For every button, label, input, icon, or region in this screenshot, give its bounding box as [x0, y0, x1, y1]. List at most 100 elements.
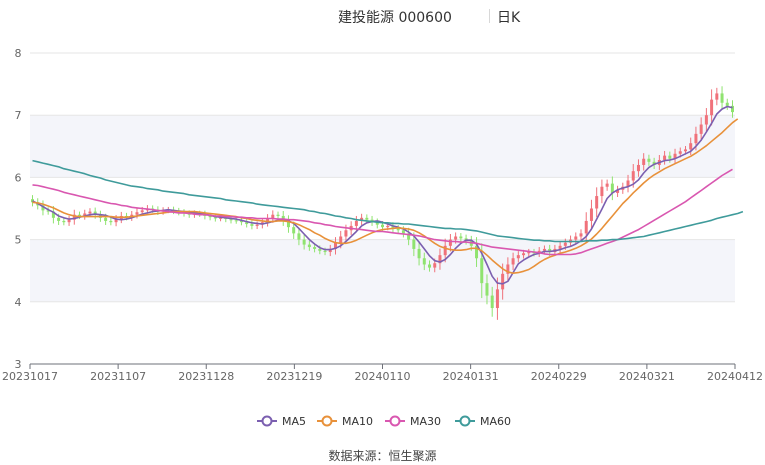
candle-body	[663, 155, 667, 160]
candle-body	[668, 155, 672, 159]
candle-body	[689, 143, 693, 150]
candle-body	[276, 214, 280, 216]
chart-header: 建投能源 000600 日K	[0, 4, 765, 26]
legend-marker	[459, 415, 471, 427]
candle-body	[307, 244, 311, 248]
candle-body	[506, 264, 510, 274]
candle-body	[46, 210, 50, 212]
candle-body	[454, 236, 458, 240]
candle-body	[485, 283, 489, 296]
legend-item-ma30[interactable]: MA30	[385, 415, 441, 428]
candle-body	[365, 217, 369, 220]
data-source: 数据来源：恒生聚源	[0, 447, 765, 464]
y-tick-label: 5	[15, 234, 22, 247]
candle-body	[480, 258, 484, 284]
candle-body	[213, 217, 217, 219]
header-divider	[489, 9, 490, 23]
candle-body	[558, 245, 562, 249]
candle-body	[386, 225, 390, 228]
candle-body	[31, 199, 34, 203]
candle-body	[62, 220, 66, 223]
candle-body	[699, 124, 703, 134]
candle-body	[527, 252, 531, 254]
legend-item-ma60[interactable]: MA60	[455, 415, 511, 428]
candle-body	[731, 105, 734, 113]
x-tick-label: 20231128	[178, 370, 234, 383]
candle-body	[495, 289, 499, 309]
candle-body	[673, 153, 677, 159]
x-axis: 20231017 20231107 20231128 20231219 20240110…	[2, 363, 763, 383]
legend-label: MA10	[342, 415, 373, 428]
candle-body	[375, 222, 379, 225]
candle-body	[78, 214, 82, 216]
candle-body	[271, 214, 275, 219]
candle-body	[720, 93, 724, 103]
candle-body	[72, 214, 76, 220]
y-tick-label: 3	[15, 358, 22, 371]
candle-body	[516, 255, 520, 259]
candle-body	[250, 224, 254, 226]
legend-marker	[261, 415, 273, 427]
candle-body	[360, 217, 364, 221]
candle-body	[328, 248, 332, 253]
x-tick-label: 20240229	[531, 370, 587, 383]
candle-body	[710, 99, 714, 116]
candle-body	[522, 253, 526, 256]
y-tick-label: 7	[15, 109, 22, 122]
candle-body	[694, 133, 698, 144]
candle-body	[88, 211, 92, 214]
candle-body	[631, 171, 635, 181]
source-name: 恒生聚源	[388, 449, 437, 463]
candle-body	[313, 247, 317, 249]
candle-body	[104, 217, 108, 221]
legend-item-ma5[interactable]: MA5	[257, 415, 306, 428]
candle-body	[422, 258, 426, 265]
candle-body	[255, 224, 259, 226]
x-tick-label: 20231017	[2, 370, 58, 383]
candle-body	[610, 183, 614, 193]
x-tick-label: 20240110	[355, 370, 411, 383]
candle-body	[579, 233, 583, 237]
legend-marker	[321, 415, 333, 427]
candle-body	[438, 255, 442, 264]
candle-body	[229, 219, 233, 221]
candle-body	[475, 245, 479, 259]
legend-marker	[389, 415, 401, 427]
candle-body	[354, 220, 358, 226]
candle-body	[239, 220, 243, 223]
candle-body	[548, 248, 552, 253]
legend-item-ma10[interactable]: MA10	[317, 415, 373, 428]
candle-body	[511, 258, 515, 265]
candle-body	[652, 161, 656, 165]
period-label[interactable]: 日K	[497, 10, 521, 26]
candle-body	[490, 295, 494, 309]
candle-body	[323, 250, 327, 253]
candle-body	[428, 264, 432, 268]
candle-body	[584, 220, 588, 234]
candle-body	[542, 248, 546, 251]
legend-label: MA5	[282, 415, 306, 428]
candle-body	[109, 220, 113, 223]
candle-body	[396, 228, 400, 231]
y-tick-label: 6	[15, 171, 22, 184]
candle-body	[57, 217, 61, 221]
candle-body	[704, 115, 708, 125]
candle-body	[616, 189, 620, 193]
ma-lines-layer	[32, 105, 744, 285]
candle-body	[297, 233, 301, 240]
candle-body	[140, 210, 144, 213]
candle-body	[647, 158, 651, 162]
candle-body	[605, 183, 609, 187]
candle-body	[678, 151, 682, 154]
grid-band	[30, 115, 735, 178]
candle-body	[433, 263, 437, 268]
x-tick-label: 20240131	[443, 370, 499, 383]
candle-body	[459, 236, 463, 239]
candle-body	[67, 219, 71, 223]
candle-body	[381, 224, 384, 228]
y-tick-label: 8	[15, 47, 22, 60]
candle-body	[501, 273, 505, 290]
candle-body	[563, 242, 567, 246]
legend[interactable]: MA5 MA10 MA30 MA60	[257, 415, 511, 428]
